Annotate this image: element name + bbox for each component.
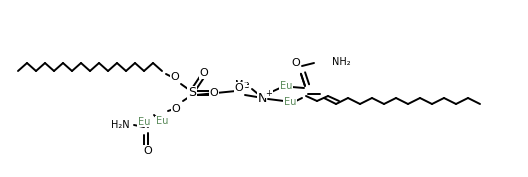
Text: Me: Me [235,80,249,90]
Text: Eu: Eu [284,97,296,107]
Text: H₂N: H₂N [111,120,130,130]
Text: +: + [266,88,272,98]
Text: O: O [200,68,209,78]
Text: O: O [210,88,219,98]
Text: O: O [171,72,180,82]
Text: Eu: Eu [138,117,150,127]
Text: S: S [188,87,196,99]
Text: ⁻: ⁻ [243,81,247,87]
Text: O: O [172,104,181,114]
Text: NH₂: NH₂ [332,57,351,67]
Text: Eu: Eu [156,116,168,126]
Text: N: N [257,92,267,104]
Text: O: O [144,146,153,156]
Text: O: O [234,83,243,93]
Text: O: O [291,58,300,68]
Text: Eu: Eu [280,81,292,91]
